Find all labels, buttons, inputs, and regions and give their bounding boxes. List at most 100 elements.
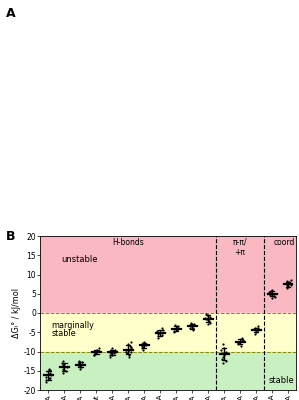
Point (109, 351, 114, 358)
Point (220, 354, 225, 360)
Point (206, 312, 211, 318)
Point (111, 348, 116, 354)
Point (60, 366, 65, 372)
Point (127, 342, 132, 349)
Text: stable: stable (269, 376, 295, 385)
Point (139, 344, 144, 351)
Point (236, 340, 240, 347)
Point (272, 294, 277, 300)
Text: +π: +π (235, 248, 245, 256)
Point (92, 348, 97, 355)
Point (287, 279, 292, 286)
Point (160, 325, 164, 332)
Point (256, 323, 261, 330)
Point (109, 350, 113, 356)
Point (112, 346, 117, 353)
Point (94, 348, 99, 354)
Point (286, 283, 291, 289)
Point (77, 358, 82, 364)
Point (43, 379, 48, 386)
Point (76, 362, 81, 368)
Point (207, 320, 212, 326)
Point (107, 354, 112, 360)
Point (156, 333, 161, 339)
Point (126, 340, 131, 347)
Point (159, 332, 164, 338)
Point (189, 321, 193, 328)
Point (254, 329, 259, 336)
Point (175, 323, 180, 330)
Point (284, 284, 289, 290)
Point (187, 325, 192, 332)
Point (47, 366, 51, 372)
Point (47, 374, 51, 381)
Point (252, 324, 257, 331)
Point (141, 339, 146, 345)
Point (62, 367, 67, 373)
Point (207, 318, 212, 324)
Point (108, 349, 112, 356)
Point (219, 346, 224, 353)
Point (128, 344, 133, 350)
Point (221, 344, 226, 351)
Point (109, 346, 114, 353)
Y-axis label: ΔGᵢ° / kJ/mol: ΔGᵢ° / kJ/mol (12, 288, 21, 338)
Point (284, 278, 289, 285)
Point (236, 340, 241, 346)
Point (91, 352, 96, 358)
Text: π-π/: π-π/ (233, 238, 247, 247)
Point (203, 314, 208, 321)
Point (268, 291, 272, 298)
Point (123, 346, 128, 353)
Point (61, 358, 65, 364)
Point (270, 294, 274, 301)
Point (160, 330, 164, 336)
Point (44, 373, 49, 380)
Point (286, 280, 290, 286)
Point (251, 326, 256, 332)
Point (288, 277, 293, 284)
Point (59, 360, 64, 366)
Point (110, 344, 115, 351)
Point (256, 327, 261, 334)
Point (155, 328, 160, 335)
Point (288, 282, 293, 288)
Point (91, 349, 96, 356)
Point (47, 367, 52, 373)
Point (77, 360, 82, 366)
Point (190, 324, 195, 331)
Point (220, 360, 225, 366)
Point (94, 346, 99, 353)
Point (141, 340, 146, 347)
Point (127, 346, 132, 353)
Point (155, 331, 160, 337)
Point (141, 340, 146, 346)
Point (206, 313, 211, 319)
Point (222, 350, 227, 357)
Point (64, 368, 69, 374)
Point (44, 377, 49, 384)
Bar (40, 352, 296, 390)
Point (272, 292, 277, 299)
Point (239, 342, 243, 349)
Point (189, 320, 193, 326)
Point (285, 285, 290, 291)
Point (268, 290, 273, 296)
Point (60, 362, 65, 368)
Point (207, 314, 212, 320)
Point (175, 327, 180, 334)
Text: marginally: marginally (51, 321, 94, 330)
Point (285, 281, 289, 287)
Point (94, 350, 99, 357)
Point (140, 342, 145, 349)
Point (173, 321, 178, 328)
Point (124, 348, 129, 355)
Point (141, 346, 145, 353)
Point (237, 339, 241, 345)
Point (221, 340, 225, 347)
Point (175, 326, 179, 332)
Point (219, 356, 224, 362)
Point (269, 287, 274, 293)
Bar (40, 313, 296, 352)
Point (239, 336, 244, 342)
